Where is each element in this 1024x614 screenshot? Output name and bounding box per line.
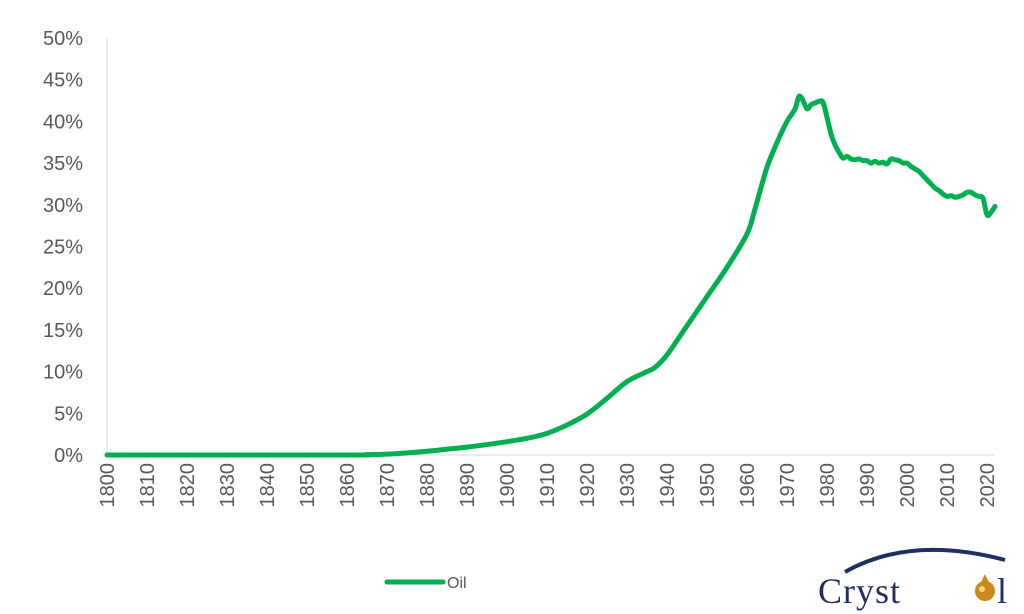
x-tick-label: 1970 — [777, 463, 799, 508]
y-axis: 0% 5% 10% 15% 20% 25% 30% 35% 40% 45% 50% — [43, 28, 108, 467]
legend-label-oil: Oil — [447, 575, 467, 592]
x-tick-label: 1850 — [297, 463, 319, 508]
x-tick-label: 1920 — [577, 463, 599, 508]
x-tick-label: 1910 — [537, 463, 559, 508]
y-tick-label: 25% — [43, 237, 83, 259]
y-tick-label: 10% — [43, 362, 83, 384]
y-tick-label: 30% — [43, 195, 83, 217]
x-tick-label: 1840 — [257, 463, 279, 508]
x-tick-label: 2010 — [937, 463, 959, 508]
x-tick-label: 1890 — [457, 463, 479, 508]
x-tick-label: 1930 — [617, 463, 639, 508]
y-tick-label: 40% — [43, 111, 83, 133]
x-tick-label: 1940 — [657, 463, 679, 508]
logo-wordmark-end: l — [997, 571, 1008, 611]
x-tick-label: 1990 — [857, 463, 879, 508]
x-tick-label: 1870 — [377, 463, 399, 508]
x-tick-label: 1880 — [417, 463, 439, 508]
x-axis: 1800 1810 1820 1830 1840 1850 1860 1870 1880 1890… — [97, 454, 999, 508]
logo-swoosh — [844, 547, 1006, 574]
y-tick-label: 20% — [43, 278, 83, 300]
x-tick-label: 1860 — [337, 463, 359, 508]
x-tick-label: 1950 — [697, 463, 719, 508]
y-tick-label: 5% — [54, 403, 83, 425]
series-group — [104, 93, 998, 458]
y-tick-label: 50% — [43, 28, 83, 50]
x-tick-label: 2020 — [977, 463, 999, 508]
x-tick-label: 1980 — [817, 463, 839, 508]
y-tick-label: 35% — [43, 153, 83, 175]
crystol-logo: Cryst l — [818, 547, 1008, 611]
series-line-oil — [104, 93, 998, 458]
x-tick-label: 1900 — [497, 463, 519, 508]
y-tick-label: 15% — [43, 320, 83, 342]
x-tick-label: 1830 — [217, 463, 239, 508]
y-tick-label: 45% — [43, 70, 83, 92]
x-tick-label: 1960 — [737, 463, 759, 508]
y-tick-label: 0% — [54, 445, 83, 467]
x-tick-label: 1800 — [97, 463, 119, 508]
legend: Oil — [384, 575, 467, 592]
oil-drop-icon — [975, 574, 995, 601]
x-tick-label: 1810 — [137, 463, 159, 508]
y-tick-labels: 0% 5% 10% 15% 20% 25% 30% 35% 40% 45% 50% — [43, 28, 83, 467]
logo-wordmark-start: Cryst — [818, 571, 901, 611]
x-tick-label: 1820 — [177, 463, 199, 508]
x-tick-label: 2000 — [897, 463, 919, 508]
x-tick-labels: 1800 1810 1820 1830 1840 1850 1860 1870 1880 1890… — [97, 463, 999, 508]
